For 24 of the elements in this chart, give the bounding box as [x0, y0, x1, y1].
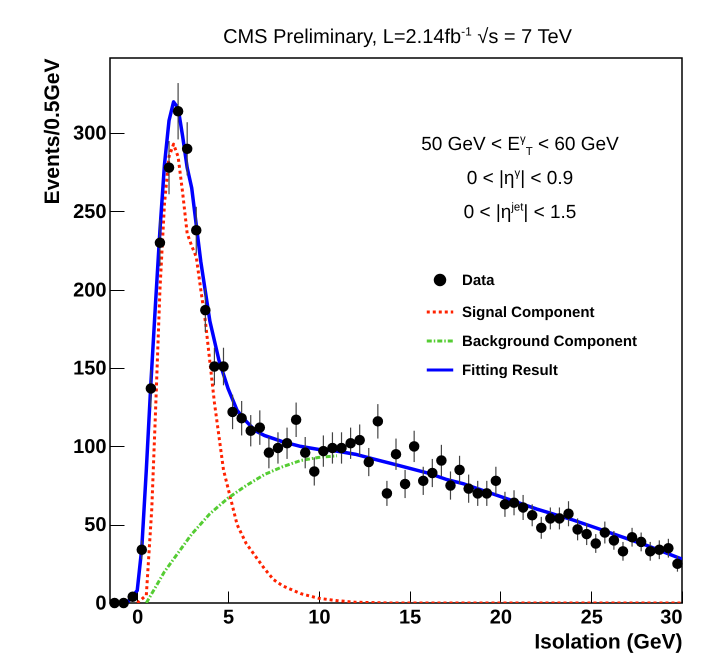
legend-label: Data [462, 272, 496, 289]
annotation: 0 < |η$^{γ}$| < 0.9 [466, 166, 574, 191]
legend-label: Background Component [462, 333, 637, 350]
x-axis-title: Isolation (GeV) [534, 630, 682, 654]
annotation: 50 GeV < E$^{γ}$$_{T}$ < 60 GeV [420, 132, 620, 160]
legend-label: Signal Component [462, 304, 594, 321]
x-tick-label: 25 [580, 606, 603, 628]
y-tick-label: 150 [73, 358, 106, 380]
y-axis-title: Events/0.5GeV [41, 58, 64, 204]
x-tick-label: 0 [132, 606, 144, 628]
legend-label: Fitting Result [462, 362, 558, 379]
y-tick-label: 200 [73, 279, 106, 302]
y-tick-label: 100 [73, 436, 106, 458]
chart-title: CMS Preliminary, L=2.14fb$^{-1}$ √s = 7 TeV [222, 24, 573, 49]
y-tick-label: 300 [73, 122, 106, 145]
x-tick-label: 15 [398, 606, 422, 628]
x-tick-label: 5 [222, 606, 234, 628]
x-tick-label: 10 [308, 606, 330, 628]
y-tick-label: 50 [84, 514, 106, 536]
y-tick-label: 250 [73, 200, 106, 223]
annotation: 0 < |η$^{jet}$| < 1.5 [462, 200, 578, 225]
x-tick-label: 30 [660, 606, 682, 628]
x-tick-label: 20 [490, 606, 512, 628]
y-tick-label: 0 [95, 592, 106, 614]
